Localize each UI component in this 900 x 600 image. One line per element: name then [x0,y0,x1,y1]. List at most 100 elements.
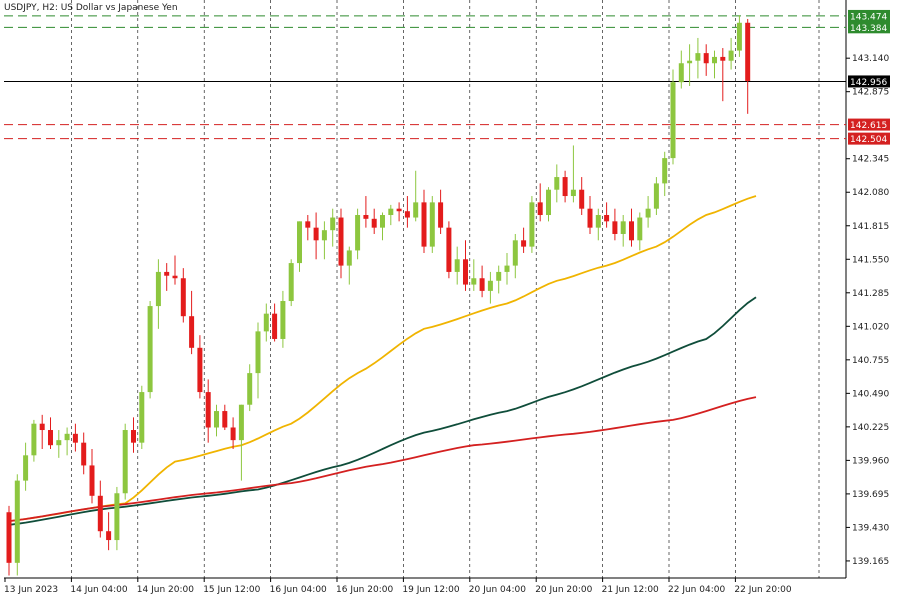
candle-body [396,208,402,212]
y-tick-label: 142.875 [852,88,889,98]
candle-body [297,221,302,264]
candle-body [637,217,643,241]
candle-body [463,259,468,285]
candle-body [471,278,477,285]
candle-body [380,215,385,228]
candle-body [48,430,53,446]
candle-body [122,430,128,494]
candle-body [604,215,610,222]
y-tick-label: 140.225 [852,423,889,433]
y-tick-label: 141.020 [852,322,889,332]
y-tick-label: 139.695 [852,490,889,500]
candle-body [745,22,751,81]
candle-body [429,202,435,247]
candle-body [97,495,103,532]
x-tick-label: 20 Jun 04:00 [469,585,526,595]
candle-body [247,373,253,405]
y-tick-label: 141.815 [852,222,889,232]
support-level-label-box [848,118,890,131]
x-tick-label: 16 Jun 20:00 [336,585,393,595]
candle-body [554,177,560,190]
moving-average-line [8,396,757,522]
candle-body [678,63,684,83]
candle-body [736,22,742,51]
candle-body [662,158,668,184]
candle-body [114,493,120,541]
candle-body [562,177,568,197]
x-tick-label: 16 Jun 04:00 [270,585,327,595]
x-tick-label: 19 Jun 12:00 [402,585,459,595]
candle-body [230,427,236,441]
y-tick-label: 140.490 [852,389,889,399]
candle-body [720,56,726,61]
candle-body [687,60,693,64]
chart-title: USDJPY, H2: US Dollar vs Japanese Yen [4,3,178,13]
support-level-label-box [848,132,890,145]
resistance-level-label: 143.384 [850,24,887,34]
candle-body [595,215,601,228]
resistance-level-label: 143.474 [850,12,887,22]
current-price-label: 142.956 [850,78,887,88]
candle-body [263,313,269,332]
candle-body [653,183,659,209]
y-tick-label: 139.165 [852,557,889,567]
candle-body [155,271,161,307]
candle-body [238,404,244,441]
candle-body [587,208,593,228]
candle-body [280,301,286,339]
candle-body [89,465,95,496]
candle-body [413,202,419,218]
candle-body [529,202,535,247]
candle-body [579,189,585,209]
candle-body [139,392,145,443]
x-tick-label: 14 Jun 04:00 [70,585,127,595]
x-tick-label: 22 Jun 04:00 [668,585,725,595]
candle-body [330,217,336,231]
candle-body [504,265,510,272]
candle-body [487,280,493,291]
candle-body [131,430,136,443]
y-tick-label: 143.140 [852,54,889,64]
candle-body [164,271,170,276]
candle-body [31,423,37,456]
candle-body [537,202,543,216]
candle-body [6,512,12,563]
candle-body [388,208,394,216]
y-tick-label: 141.550 [852,255,889,265]
candle-body [703,53,709,64]
candle-body [72,433,78,443]
candle-body [180,278,186,317]
candle-body [512,240,518,266]
candle-body [695,53,701,61]
candle-body [712,56,717,64]
candle-body [147,306,153,393]
candle-body [172,275,178,279]
candle-body [106,531,112,541]
candle-body [496,271,502,281]
candle-body [728,50,734,61]
candle-body [645,208,651,218]
candle-body [288,263,294,302]
candle-body [214,411,219,428]
candle-body [446,227,452,272]
candle-body [404,211,410,218]
y-tick-label: 142.080 [852,188,889,198]
resistance-level-label-box [848,21,890,34]
candle-body [305,221,311,228]
candle-body [222,411,228,428]
candle-body [14,480,20,563]
candle-body [272,313,278,339]
candle-body [479,278,485,291]
x-tick-label: 21 Jun 12:00 [602,585,659,595]
candle-body [64,433,70,441]
candle-body [81,442,87,466]
candle-body [205,392,211,428]
current-price-label-box [848,75,890,88]
candle-body [371,218,377,228]
support-level-label: 142.504 [850,135,887,145]
candle-body [39,423,45,431]
y-tick-label: 141.285 [852,289,889,299]
candle-body [421,202,427,247]
candle-body [313,227,319,241]
